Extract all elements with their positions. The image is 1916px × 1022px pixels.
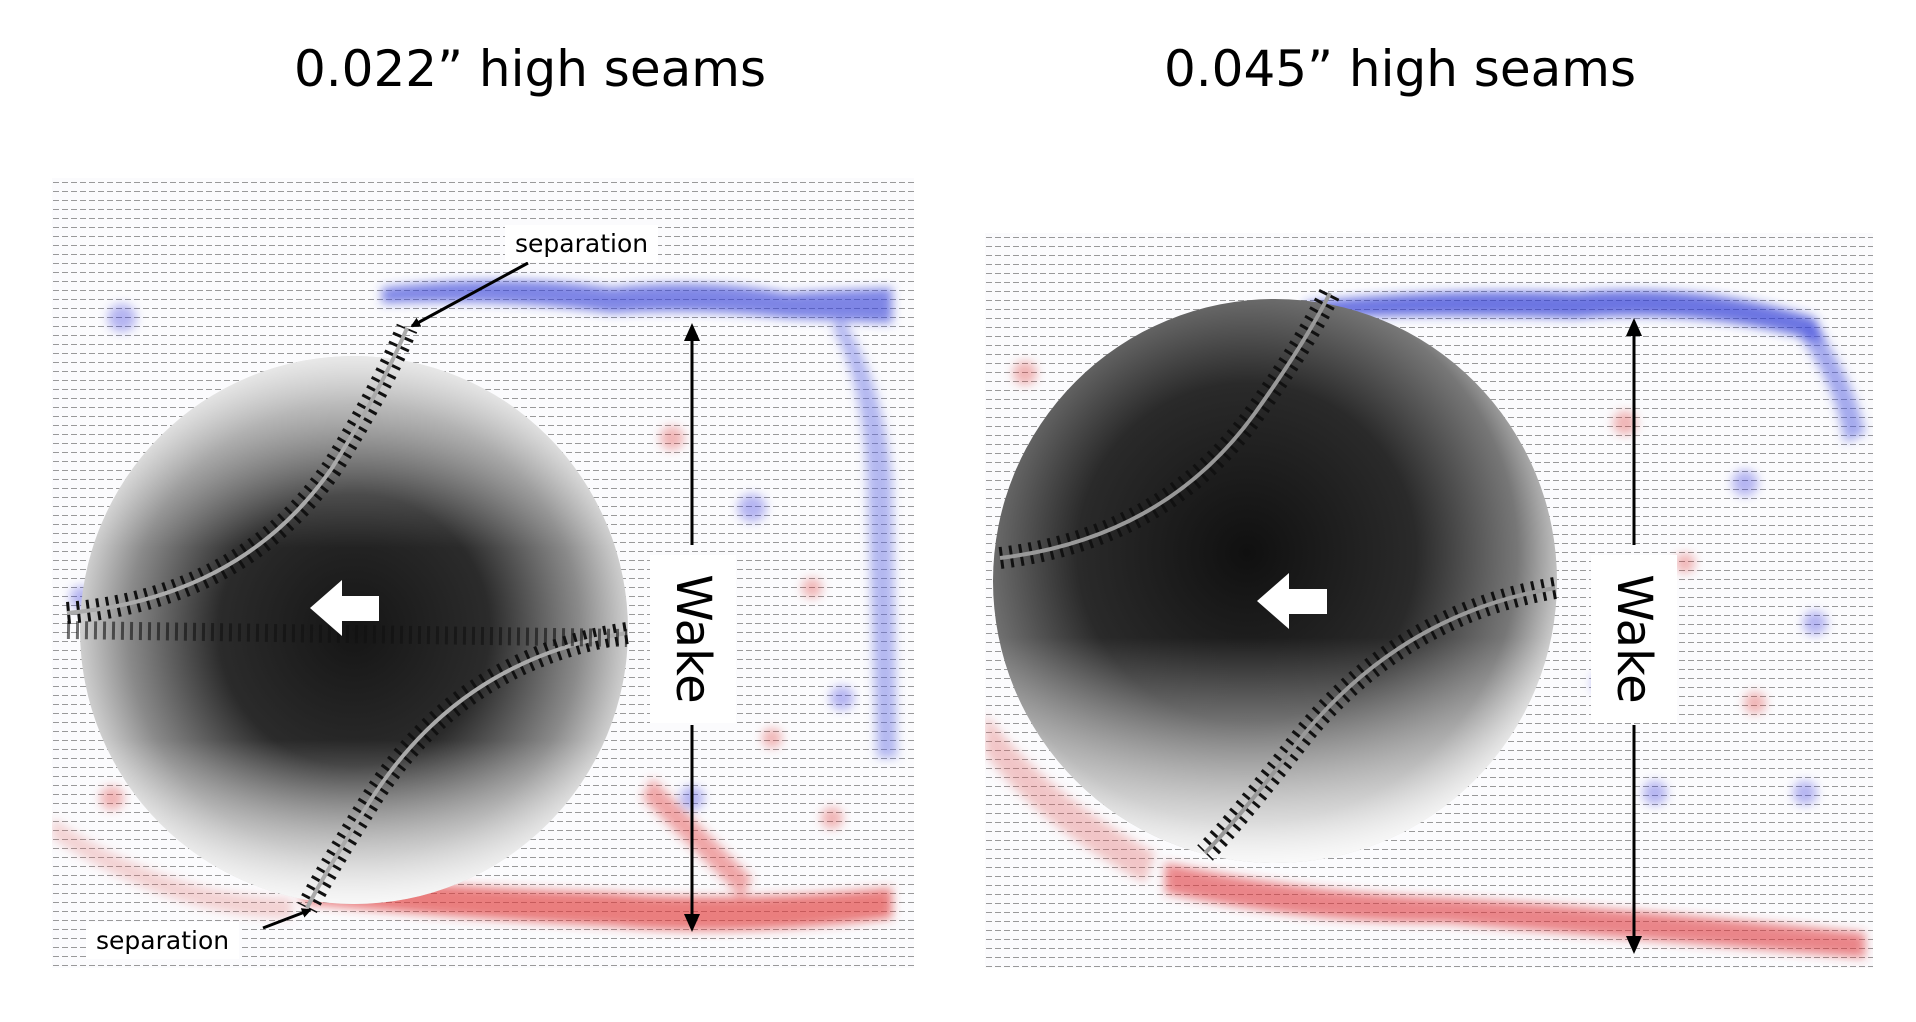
flight-direction-arrow (310, 580, 379, 636)
separation-label-top: separation (505, 225, 659, 262)
flow-field-right (985, 233, 1873, 968)
baseball-right (993, 288, 1557, 863)
shear-layer-bottom-left (52, 778, 892, 931)
panel-title-right: 0.045” high seams (1163, 40, 1637, 98)
flow-field-left (52, 178, 914, 968)
baseball-left (66, 323, 629, 913)
shear-layer-top-right (1305, 290, 1865, 443)
wake-label-left-text: Wake (665, 574, 721, 704)
wake-label-right: Wake (1591, 555, 1677, 723)
wake-label-right-text: Wake (1606, 574, 1662, 704)
wake-label-left: Wake (650, 555, 736, 723)
panel-title-left: 0.022” high seams (293, 40, 767, 98)
separation-label-bottom: separation (86, 922, 240, 959)
shear-layer-bottom-right (985, 713, 1865, 958)
wake-turbulence-left (70, 304, 854, 829)
flight-direction-arrow (1257, 573, 1327, 629)
